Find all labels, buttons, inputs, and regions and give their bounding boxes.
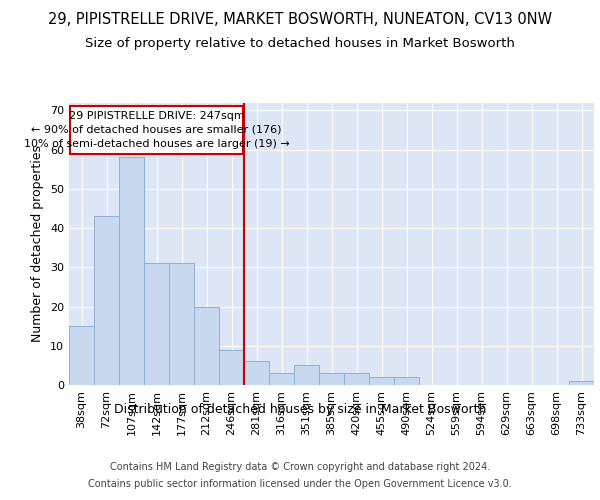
Text: Contains HM Land Registry data © Crown copyright and database right 2024.: Contains HM Land Registry data © Crown c… (110, 462, 490, 472)
Bar (269, 373, 294, 385)
Bar (69, 326, 94, 385)
Bar (169, 264, 194, 385)
Bar (244, 362, 269, 385)
Text: Size of property relative to detached houses in Market Bosworth: Size of property relative to detached ho… (85, 38, 515, 51)
Bar (394, 377, 419, 385)
Bar (144, 264, 169, 385)
Bar (344, 373, 369, 385)
Bar (369, 377, 394, 385)
Bar (569, 381, 594, 385)
Bar (219, 350, 244, 385)
Bar (94, 216, 119, 385)
Bar (319, 373, 344, 385)
Bar (319, 373, 344, 385)
Bar (569, 381, 594, 385)
Bar (394, 377, 419, 385)
Text: 29 PIPISTRELLE DRIVE: 247sqm: 29 PIPISTRELLE DRIVE: 247sqm (68, 111, 244, 121)
Text: 29, PIPISTRELLE DRIVE, MARKET BOSWORTH, NUNEATON, CV13 0NW: 29, PIPISTRELLE DRIVE, MARKET BOSWORTH, … (48, 12, 552, 28)
Text: Contains public sector information licensed under the Open Government Licence v3: Contains public sector information licen… (88, 479, 512, 489)
Bar (219, 350, 244, 385)
Bar (294, 366, 319, 385)
Text: ← 90% of detached houses are smaller (176): ← 90% of detached houses are smaller (17… (31, 125, 282, 135)
Bar (69, 326, 94, 385)
Bar (294, 366, 319, 385)
Text: Distribution of detached houses by size in Market Bosworth: Distribution of detached houses by size … (114, 402, 486, 415)
Bar (144, 264, 169, 385)
Bar (194, 306, 219, 385)
Bar (269, 373, 294, 385)
Text: 10% of semi-detached houses are larger (19) →: 10% of semi-detached houses are larger (… (23, 138, 289, 148)
Bar (119, 158, 144, 385)
Bar (244, 362, 269, 385)
Bar (94, 216, 119, 385)
Bar (344, 373, 369, 385)
Y-axis label: Number of detached properties: Number of detached properties (31, 145, 44, 342)
Bar (369, 377, 394, 385)
Bar (119, 158, 144, 385)
FancyBboxPatch shape (70, 106, 243, 154)
Bar (169, 264, 194, 385)
Bar (194, 306, 219, 385)
